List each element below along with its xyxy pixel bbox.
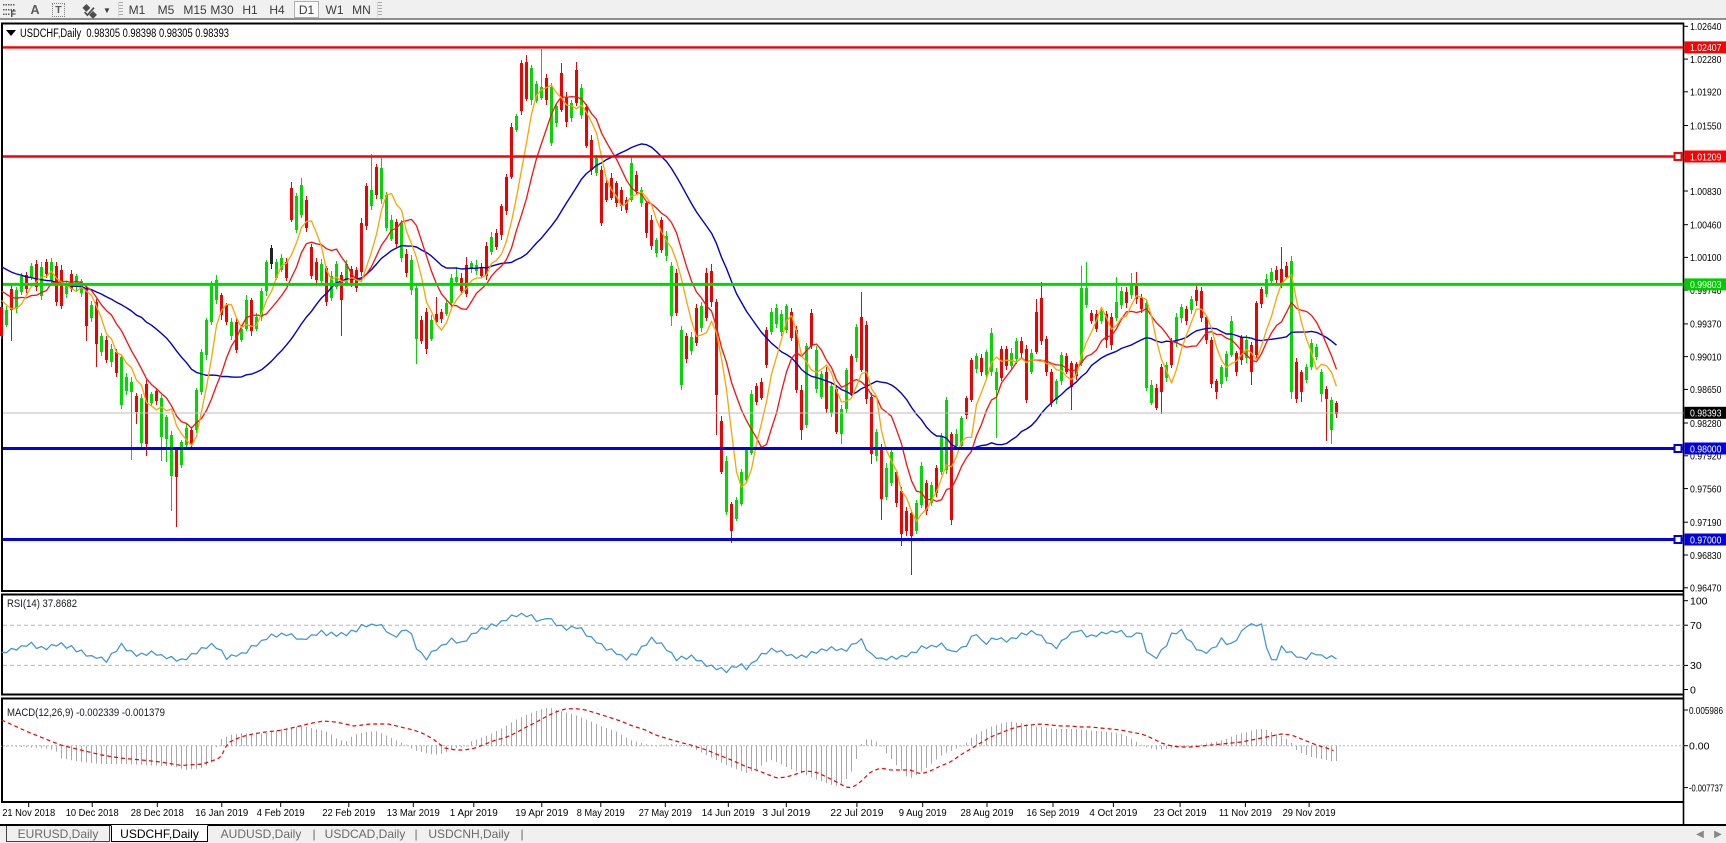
svg-text:4 Oct 2019: 4 Oct 2019 — [1089, 807, 1137, 819]
svg-text:F: F — [11, 9, 17, 19]
svg-text:30: 30 — [1690, 660, 1702, 672]
svg-text:0.99010: 0.99010 — [1690, 351, 1722, 363]
svg-text:1.01550: 1.01550 — [1690, 120, 1722, 132]
svg-text:-0.007737: -0.007737 — [1689, 782, 1723, 794]
svg-text:28 Dec 2018: 28 Dec 2018 — [131, 807, 184, 819]
svg-text:0.98000: 0.98000 — [1690, 443, 1722, 455]
svg-text:14 Jun 2019: 14 Jun 2019 — [702, 807, 755, 819]
svg-text:USDCHF,Daily 0.98305 0.98398: USDCHF,Daily 0.98305 0.98398 0.98305 0.9… — [20, 28, 229, 40]
svg-text:16 Jan 2019: 16 Jan 2019 — [195, 807, 248, 819]
svg-text:0.97560: 0.97560 — [1690, 483, 1722, 495]
svg-text:3 Jul 2019: 3 Jul 2019 — [762, 807, 810, 819]
svg-text:70: 70 — [1690, 620, 1702, 632]
svg-text:16 Sep 2019: 16 Sep 2019 — [1027, 807, 1080, 819]
svg-text:13 Mar 2019: 13 Mar 2019 — [387, 807, 440, 819]
svg-text:0.98650: 0.98650 — [1690, 384, 1722, 396]
svg-text:1.02407: 1.02407 — [1690, 42, 1722, 54]
svg-text:100: 100 — [1690, 596, 1708, 608]
svg-text:1.02280: 1.02280 — [1690, 54, 1722, 66]
svg-text:9 Aug 2019: 9 Aug 2019 — [899, 807, 947, 819]
svg-text:0.99803: 0.99803 — [1690, 279, 1722, 291]
svg-text:29 Nov 2019: 29 Nov 2019 — [1283, 807, 1336, 819]
svg-text:4 Feb 2019: 4 Feb 2019 — [257, 807, 305, 819]
svg-text:0.98280: 0.98280 — [1690, 418, 1722, 430]
svg-text:0.97000: 0.97000 — [1690, 534, 1722, 546]
svg-text:23 Oct 2019: 23 Oct 2019 — [1154, 807, 1207, 819]
svg-text:1.02640: 1.02640 — [1690, 21, 1722, 33]
svg-text:27 May 2019: 27 May 2019 — [639, 807, 692, 819]
svg-text:28 Aug 2019: 28 Aug 2019 — [961, 807, 1014, 819]
svg-text:1.00460: 1.00460 — [1690, 220, 1722, 232]
svg-text:0.98393: 0.98393 — [1690, 408, 1722, 420]
svg-text:1.01209: 1.01209 — [1690, 151, 1722, 163]
svg-text:19 Apr 2019: 19 Apr 2019 — [515, 807, 568, 819]
svg-text:1 Apr 2019: 1 Apr 2019 — [450, 807, 498, 819]
svg-text:8 May 2019: 8 May 2019 — [577, 807, 625, 819]
svg-text:0.96830: 0.96830 — [1690, 550, 1722, 562]
svg-text:0: 0 — [1690, 684, 1696, 696]
svg-text:MACD(12,26,9) -0.002339 -0.001: MACD(12,26,9) -0.002339 -0.001379 — [7, 707, 165, 719]
svg-text:22 Feb 2019: 22 Feb 2019 — [322, 807, 375, 819]
svg-text:22 Jul 2019: 22 Jul 2019 — [830, 807, 883, 819]
svg-text:0.97190: 0.97190 — [1690, 517, 1722, 529]
svg-text:0.00: 0.00 — [1689, 741, 1710, 753]
svg-text:1.00100: 1.00100 — [1690, 252, 1722, 264]
svg-text:21 Nov 2018: 21 Nov 2018 — [2, 807, 55, 819]
svg-text:1.00830: 1.00830 — [1690, 186, 1722, 198]
svg-text:0.99370: 0.99370 — [1690, 319, 1722, 331]
svg-text:1.01920: 1.01920 — [1690, 87, 1722, 99]
svg-text:RSI(14) 37.8682: RSI(14) 37.8682 — [7, 598, 77, 610]
svg-text:0.005986: 0.005986 — [1689, 705, 1723, 717]
svg-text:0.96470: 0.96470 — [1690, 583, 1722, 595]
svg-text:11 Nov 2019: 11 Nov 2019 — [1219, 807, 1272, 819]
svg-text:10 Dec 2018: 10 Dec 2018 — [66, 807, 119, 819]
